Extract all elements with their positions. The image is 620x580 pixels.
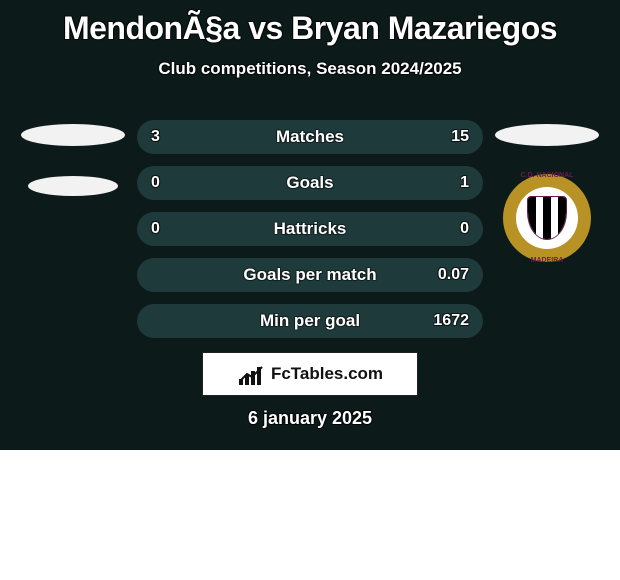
stat-right-value: 0 [460,220,469,238]
stat-label: Goals [286,173,333,193]
left-player-block [8,112,138,206]
stat-right-value: 0.07 [438,266,469,284]
player-placeholder-icon [28,176,118,196]
fctables-link[interactable]: FcTables.com [202,352,418,396]
bar-icon-bar [245,375,249,385]
stat-left-value: 0 [151,220,160,238]
page-title: MendonÃ§a vs Bryan Mazariegos [0,0,620,47]
club-crest: C.D. NACIONAL MADEIRA [497,174,597,262]
stat-left-value: 3 [151,128,160,146]
page-background-area [0,450,620,580]
crest-ring: C.D. NACIONAL MADEIRA [503,174,591,262]
stat-left-value: 0 [151,174,160,192]
stat-label: Goals per match [243,265,376,285]
shield-stripe [543,197,551,239]
bar-trend-icon [237,363,265,385]
bar-icon-bar [239,379,243,385]
stats-table: 3 Matches 15 0 Goals 1 0 Hattricks 0 Goals per ma… [137,120,483,350]
stat-row: Min per goal 1672 [137,304,483,338]
comparison-panel: MendonÃ§a vs Bryan Mazariegos Club compe… [0,0,620,450]
bar-icon-bar [257,367,261,385]
shield-stripe [558,197,566,239]
bar-icon-bar [251,371,255,385]
stat-label: Hattricks [274,219,347,239]
crest-shield [527,196,567,240]
stat-row: 3 Matches 15 [137,120,483,154]
crest-top-text: C.D. NACIONAL [503,172,591,179]
shield-stripe [528,197,536,239]
stat-row: Goals per match 0.07 [137,258,483,292]
stat-label: Min per goal [260,311,360,331]
stat-right-value: 1672 [433,312,469,330]
crest-bottom-text: MADEIRA [503,257,591,264]
brand-text: FcTables.com [271,364,383,384]
stat-row: 0 Hattricks 0 [137,212,483,246]
shield-stripe [536,197,544,239]
page-subtitle: Club competitions, Season 2024/2025 [0,59,620,79]
crest-inner [516,187,578,249]
snapshot-date: 6 january 2025 [0,408,620,429]
stat-right-value: 15 [451,128,469,146]
stat-right-value: 1 [460,174,469,192]
player-placeholder-icon [21,124,125,146]
right-player-block: C.D. NACIONAL MADEIRA [482,112,612,262]
shield-stripe [551,197,559,239]
stat-row: 0 Goals 1 [137,166,483,200]
player-placeholder-icon [495,124,599,146]
stat-label: Matches [276,127,344,147]
